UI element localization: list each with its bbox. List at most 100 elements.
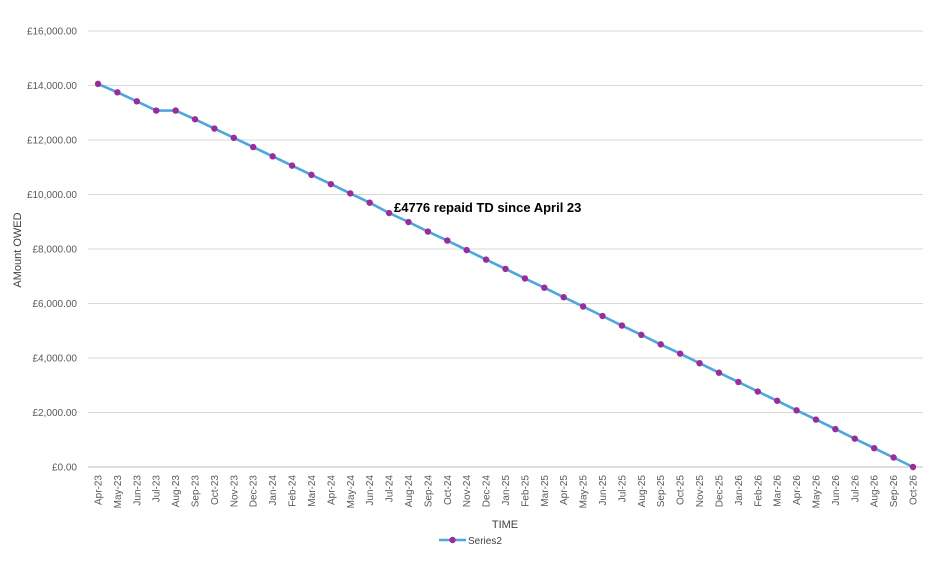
gridlines bbox=[88, 30, 923, 468]
data-point bbox=[94, 80, 102, 88]
data-point bbox=[851, 435, 858, 442]
x-tick-label: Oct-26 bbox=[909, 475, 920, 505]
data-point bbox=[366, 199, 373, 206]
x-axis-title: TIME bbox=[492, 519, 518, 531]
x-tick-label: Sep-23 bbox=[191, 475, 202, 508]
y-axis: £0.00 £2,000.00 £4,000.00 £6,000.00 £8,000.0… bbox=[27, 27, 77, 474]
data-point bbox=[909, 463, 917, 471]
y-tick-label: £10,000.00 bbox=[27, 190, 77, 201]
data-point bbox=[502, 265, 509, 273]
y-tick-label: £12,000.00 bbox=[27, 136, 77, 147]
data-point bbox=[172, 107, 179, 114]
x-tick-label: Aug-23 bbox=[171, 475, 182, 508]
x-tick-label: Oct-24 bbox=[443, 475, 454, 505]
x-tick-label: Jun-25 bbox=[598, 475, 609, 506]
x-tick-label: Jul-24 bbox=[385, 475, 396, 503]
data-point bbox=[424, 228, 432, 235]
data-point bbox=[269, 153, 276, 160]
y-tick-label: £6,000.00 bbox=[33, 299, 78, 310]
data-point bbox=[579, 303, 587, 310]
chart-annotation: £4776 repaid TD since April 23 bbox=[394, 200, 581, 215]
data-point bbox=[327, 180, 335, 188]
x-tick-label: Apr-25 bbox=[559, 475, 570, 505]
x-tick-label: Sep-25 bbox=[656, 475, 667, 508]
y-tick-label: £4,000.00 bbox=[33, 354, 78, 365]
legend-marker-swatch bbox=[449, 536, 456, 544]
data-point bbox=[405, 218, 412, 226]
x-tick-label: Jul-25 bbox=[617, 475, 628, 503]
x-tick-label: Mar-25 bbox=[540, 475, 551, 507]
x-tick-label: Feb-24 bbox=[288, 475, 299, 507]
series-line bbox=[97, 82, 914, 469]
data-point bbox=[560, 294, 567, 301]
x-tick-label: Apr-24 bbox=[326, 475, 337, 505]
x-tick-label: Oct-25 bbox=[676, 475, 687, 505]
x-tick-label: May-24 bbox=[346, 475, 357, 509]
data-point bbox=[133, 98, 141, 105]
data-point bbox=[482, 256, 490, 263]
data-point bbox=[657, 341, 664, 348]
data-point bbox=[793, 407, 800, 414]
y-tick-label: £8,000.00 bbox=[33, 245, 78, 256]
data-point bbox=[715, 369, 723, 376]
data-point bbox=[638, 331, 645, 339]
data-point bbox=[541, 284, 548, 291]
y-tick-label: £2,000.00 bbox=[33, 408, 78, 419]
y-tick-label: £0.00 bbox=[52, 463, 77, 474]
x-tick-label: May-23 bbox=[113, 475, 124, 509]
x-tick-label: Feb-25 bbox=[520, 475, 531, 507]
x-tick-label: Mar-26 bbox=[773, 475, 784, 507]
data-point bbox=[153, 107, 160, 114]
x-tick-label: Aug-26 bbox=[870, 475, 881, 508]
data-point bbox=[735, 378, 742, 386]
x-axis: Apr-23 May-23 Jun-23 Jul-23 Aug-23 Sep-23 Oct-… bbox=[94, 475, 920, 509]
x-tick-label: Jul-23 bbox=[152, 475, 163, 503]
x-tick-label: Jun-23 bbox=[132, 475, 143, 506]
data-point bbox=[618, 322, 626, 329]
data-point bbox=[191, 116, 199, 123]
y-tick-label: £16,000.00 bbox=[27, 27, 77, 38]
x-tick-label: Jan-25 bbox=[501, 475, 512, 506]
series-layer bbox=[94, 80, 917, 471]
x-tick-label: Jun-24 bbox=[365, 475, 376, 506]
data-point bbox=[599, 312, 606, 320]
x-tick-label: Aug-25 bbox=[637, 475, 648, 508]
y-tick-label: £14,000.00 bbox=[27, 81, 77, 92]
data-point bbox=[444, 237, 451, 244]
x-tick-label: Dec-25 bbox=[714, 475, 725, 508]
x-tick-label: Nov-24 bbox=[462, 475, 473, 508]
data-point bbox=[676, 350, 684, 357]
x-tick-label: Jul-26 bbox=[850, 475, 861, 503]
legend: Series2 bbox=[439, 536, 502, 547]
x-tick-label: Jan-24 bbox=[268, 475, 279, 506]
data-point bbox=[521, 275, 529, 282]
data-point bbox=[870, 444, 878, 452]
data-point bbox=[308, 171, 315, 179]
x-tick-label: Mar-24 bbox=[307, 475, 318, 507]
x-tick-label: Nov-25 bbox=[695, 475, 706, 508]
y-axis-title: AMount OWED bbox=[12, 212, 24, 287]
data-point bbox=[211, 125, 218, 132]
x-tick-label: Jan-26 bbox=[734, 475, 745, 506]
data-point bbox=[463, 246, 470, 254]
x-tick-label: Aug-24 bbox=[404, 475, 415, 508]
data-point bbox=[114, 89, 121, 96]
x-tick-label: Nov-23 bbox=[229, 475, 240, 508]
x-tick-label: May-25 bbox=[579, 475, 590, 509]
data-point bbox=[385, 209, 393, 217]
x-tick-label: Sep-26 bbox=[889, 475, 900, 508]
x-tick-label: Dec-23 bbox=[249, 475, 260, 508]
x-tick-label: Jun-26 bbox=[831, 475, 842, 506]
legend-entry-series2: Series2 bbox=[468, 536, 502, 547]
x-tick-label: Apr-26 bbox=[792, 475, 803, 505]
data-point bbox=[812, 416, 820, 423]
data-point bbox=[288, 162, 296, 169]
x-tick-label: Sep-24 bbox=[423, 475, 434, 508]
data-point bbox=[347, 190, 354, 197]
x-tick-label: Dec-24 bbox=[482, 475, 493, 508]
data-point bbox=[890, 454, 897, 461]
data-point bbox=[696, 359, 703, 367]
data-point bbox=[773, 397, 781, 404]
